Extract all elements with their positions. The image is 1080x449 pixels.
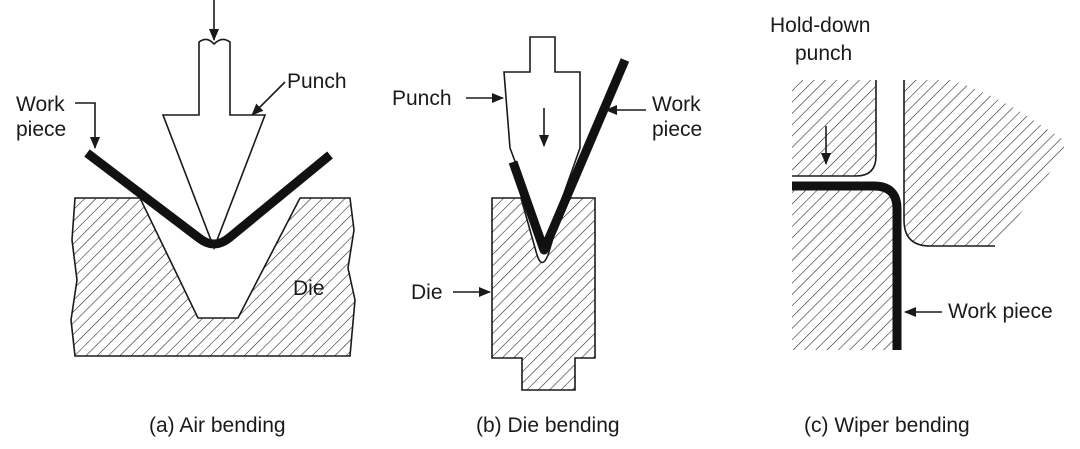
wiper-holddown-punch xyxy=(792,80,876,176)
air-die-label: Die xyxy=(293,277,325,300)
air-workpiece-label-line1: Work xyxy=(16,93,65,116)
air-workpiece xyxy=(84,149,333,249)
wiper-workpiece-label: Work piece xyxy=(948,300,1053,323)
wiper-bending-panel: Hold-down punch Work piece (c) Wiper ben… xyxy=(770,14,1064,437)
die-block xyxy=(491,197,596,391)
wiper-holddown-label-line1: Hold-down xyxy=(770,14,870,37)
die-bending-panel: Punch Work piece Die (b) Die bending xyxy=(392,36,702,437)
die-cavity-outline xyxy=(520,197,566,264)
air-punch-label: Punch xyxy=(287,70,347,93)
die-workpiece-label-line2: piece xyxy=(652,118,702,141)
die-workpiece xyxy=(508,58,630,255)
wiper-holddown-label-line2: punch xyxy=(795,42,852,65)
air-workpiece-leader xyxy=(75,102,100,149)
wiper-workpiece xyxy=(792,181,902,350)
air-die xyxy=(70,197,356,357)
air-punch-leader xyxy=(251,81,286,116)
die-workpiece-label-line1: Work xyxy=(652,93,701,116)
wiper-die xyxy=(792,183,898,350)
die-punch-label: Punch xyxy=(392,87,452,110)
wiper-caption: (c) Wiper bending xyxy=(804,414,970,437)
die-caption: (b) Die bending xyxy=(476,414,620,437)
wiper-holddown-punch-outline xyxy=(792,80,877,177)
air-bending-panel: Punch Work piece Die (a) Air bending xyxy=(16,0,356,437)
air-workpiece-label-line2: piece xyxy=(16,118,66,141)
wiper-punch-outline xyxy=(903,80,995,247)
air-caption: (a) Air bending xyxy=(149,414,286,437)
die-die-label: Die xyxy=(411,281,443,304)
wiper-punch xyxy=(904,80,1064,246)
